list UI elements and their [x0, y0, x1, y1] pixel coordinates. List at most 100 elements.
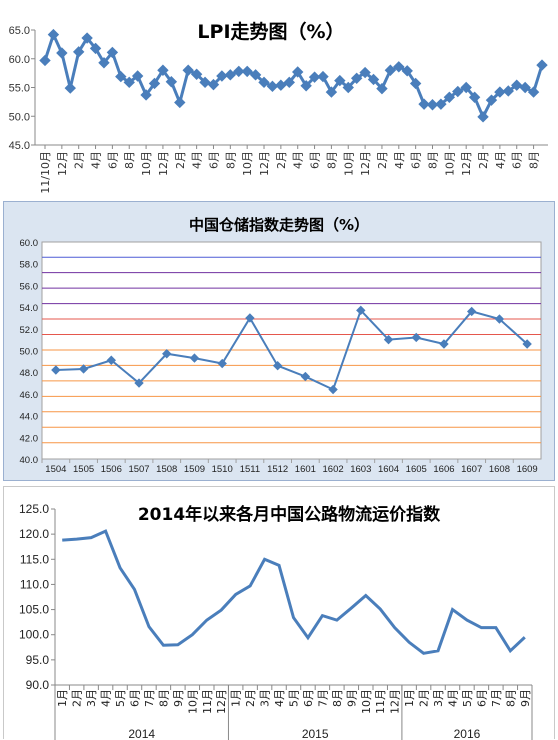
x-tick-label: 1511	[240, 464, 260, 475]
x-tick-label: 6月	[309, 151, 322, 169]
warehouse-data-point	[245, 313, 255, 323]
x-tick-label: 5月	[288, 689, 301, 707]
warehouse-data-point	[51, 365, 61, 375]
lpi-data-point	[536, 59, 548, 71]
warehouse-data-point	[134, 378, 144, 388]
x-tick-label: 2月	[174, 151, 187, 169]
x-tick-label: 5月	[461, 689, 474, 707]
x-tick-label: 5月	[114, 689, 127, 707]
x-tick-label: 8月	[528, 151, 541, 169]
lpi-data-point	[39, 54, 51, 67]
x-tick-label: 12月	[258, 151, 271, 176]
x-tick-label: 4月	[273, 689, 286, 707]
x-tick-label: 1512	[267, 464, 288, 475]
warehouse-data-point	[272, 360, 283, 371]
y-tick-label: 45.0	[9, 140, 30, 152]
x-tick-label: 4月	[447, 689, 460, 707]
y-tick-label: 60.0	[20, 238, 39, 249]
lpi-data-point	[342, 81, 354, 94]
y-tick-label: 40.0	[20, 455, 39, 466]
x-tick-label: 1510	[212, 464, 233, 475]
x-tick-label: 2月	[73, 151, 86, 169]
x-tick-label: 3月	[432, 689, 445, 707]
lpi-data-point	[401, 65, 413, 77]
lpi-data-point	[115, 70, 127, 83]
x-tick-label: 1604	[378, 464, 399, 475]
x-tick-label: 12月	[215, 689, 228, 714]
lpi-data-point	[418, 98, 430, 110]
freight-series-line	[62, 529, 526, 655]
x-tick-label: 8月	[504, 689, 517, 707]
x-tick-label: 8月	[325, 151, 338, 169]
x-tick-label: 6月	[410, 151, 423, 169]
x-tick-label: 9月	[172, 689, 185, 707]
y-tick-label: 50.0	[9, 111, 30, 123]
lpi-data-point	[519, 81, 531, 94]
x-tick-label: 6月	[207, 151, 220, 169]
lpi-data-point	[367, 73, 380, 86]
chart-title: 中国仓储指数走势图（%）	[189, 216, 369, 234]
x-tick-label: 10月	[140, 151, 153, 176]
x-tick-label: 9月	[519, 689, 532, 707]
lpi-data-point	[98, 57, 110, 69]
x-tick-label: 6月	[302, 689, 315, 707]
x-tick-label: 6月	[475, 689, 488, 707]
lpi-data-point	[123, 76, 135, 89]
warehouse-data-point	[411, 332, 421, 343]
lpi-data-point	[56, 47, 68, 59]
lpi-data-point	[300, 80, 312, 92]
y-tick-label: 54.0	[20, 303, 39, 314]
lpi-data-point	[64, 82, 76, 94]
x-tick-label: 12月	[460, 151, 473, 176]
x-tick-label: 2月	[376, 151, 389, 169]
y-tick-label: 60.0	[9, 54, 30, 66]
lpi-data-point	[477, 111, 489, 123]
x-tick-label: 10月	[360, 689, 373, 714]
x-tick-label: 12月	[359, 151, 372, 176]
lpi-data-point	[409, 77, 422, 90]
y-tick-label: 125.0	[19, 502, 49, 516]
x-tick-label: 3月	[85, 689, 98, 707]
lpi-data-point	[359, 66, 371, 79]
y-tick-label: 46.0	[20, 390, 39, 401]
x-tick-label: 1508	[156, 464, 177, 475]
freight-rate-index-chart-panel: 2014年以来各月中国公路物流运价指数 90.0 95.0 100.0 105.0 11…	[3, 486, 555, 740]
lpi-data-point	[283, 76, 295, 89]
warehouse-data-point	[439, 339, 449, 349]
lpi-data-point	[460, 81, 472, 94]
warehouse-index-chart: 中国仓储指数走势图（%） 40.0 42.0 44.0 46.0 48.0 50.0 52.…	[20, 216, 542, 475]
x-tick-label: 1506	[101, 464, 122, 475]
lpi-data-point	[224, 69, 237, 81]
warehouse-index-chart-panel: 中国仓储指数走势图（%） 40.0 42.0 44.0 46.0 48.0 50.0 52.…	[3, 201, 555, 481]
y-tick-label: 120.0	[19, 527, 49, 541]
lpi-data-point	[190, 68, 203, 80]
warehouse-data-point	[189, 353, 200, 363]
x-tick-label: 11月	[201, 689, 214, 714]
x-tick-label: 9月	[345, 689, 358, 707]
lpi-data-point	[325, 86, 338, 98]
y-tick-label: 52.0	[20, 325, 39, 336]
y-tick-label: 105.0	[19, 603, 49, 617]
y-tick-label: 90.0	[26, 678, 50, 692]
x-tick-label: 12月	[157, 151, 170, 176]
lpi-data-point	[468, 91, 481, 103]
x-tick-label: 2月	[71, 689, 84, 707]
x-tick-label: 1月	[230, 689, 243, 707]
lpi-data-point	[233, 65, 245, 78]
lpi-data-point	[106, 46, 119, 59]
y-tick-label: 58.0	[20, 260, 39, 271]
x-tick-label: 6月	[511, 151, 524, 169]
warehouse-data-point	[300, 371, 311, 382]
warehouse-data-point	[328, 384, 338, 395]
x-tick-label: 1609	[517, 464, 538, 475]
lpi-data-point	[350, 72, 363, 85]
lpi-data-point	[435, 98, 447, 110]
lpi-data-point	[182, 64, 194, 76]
x-tick-label: 4月	[100, 689, 113, 707]
lpi-data-point	[207, 78, 220, 91]
x-tick-label: 4月	[393, 151, 406, 169]
lpi-data-point	[452, 85, 464, 98]
lpi-data-point	[485, 94, 498, 106]
lpi-data-point	[334, 74, 346, 87]
lpi-data-point	[258, 76, 270, 89]
